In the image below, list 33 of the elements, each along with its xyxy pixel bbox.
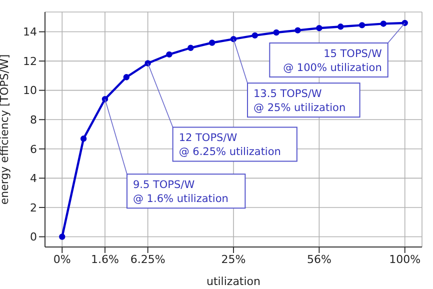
point: [358, 22, 366, 28]
y-tick-label: 0: [30, 230, 37, 244]
point: [380, 20, 387, 27]
annotation: 15 TOPS/W @ 100% utilization: [283, 48, 382, 74]
point: [273, 29, 280, 36]
point: [294, 27, 301, 34]
y-axis-title: energy efficiency [TOPS/W]: [0, 54, 11, 205]
x-tick-label: 25%: [221, 252, 246, 266]
point: [338, 24, 344, 30]
point: [123, 74, 130, 80]
y-tick-label: 6: [30, 142, 37, 156]
annotation: 9.5 TOPS/W @ 1.6% utilization: [132, 179, 228, 206]
x-tick-label: 1.6%: [91, 252, 119, 266]
point: [208, 40, 216, 46]
y-tick-label: 14: [23, 26, 37, 39]
annotation: 13.5 TOPS/W @ 25% utilization: [254, 88, 346, 114]
x-axis-title: utilization: [206, 275, 261, 288]
y-tick-label: 2: [30, 201, 37, 214]
x-tick-label: 6.25%: [130, 252, 166, 266]
x-tick-label: 56%: [306, 252, 332, 266]
x-tick-label: 100%: [389, 252, 421, 266]
y-tick-label: 10: [23, 84, 37, 98]
point: [316, 25, 322, 32]
point: [59, 234, 66, 240]
point: [166, 51, 172, 58]
y-tick-label: 4: [30, 172, 37, 186]
point: [252, 32, 258, 39]
y-tick-label: 8: [30, 114, 37, 127]
x-tick-label: 0%: [53, 252, 71, 266]
y-tick-label: 12: [23, 54, 37, 68]
point: [188, 44, 194, 51]
annotation: 12 TOPS/W @ 6.25% utilization: [178, 132, 281, 158]
point: [80, 136, 87, 142]
